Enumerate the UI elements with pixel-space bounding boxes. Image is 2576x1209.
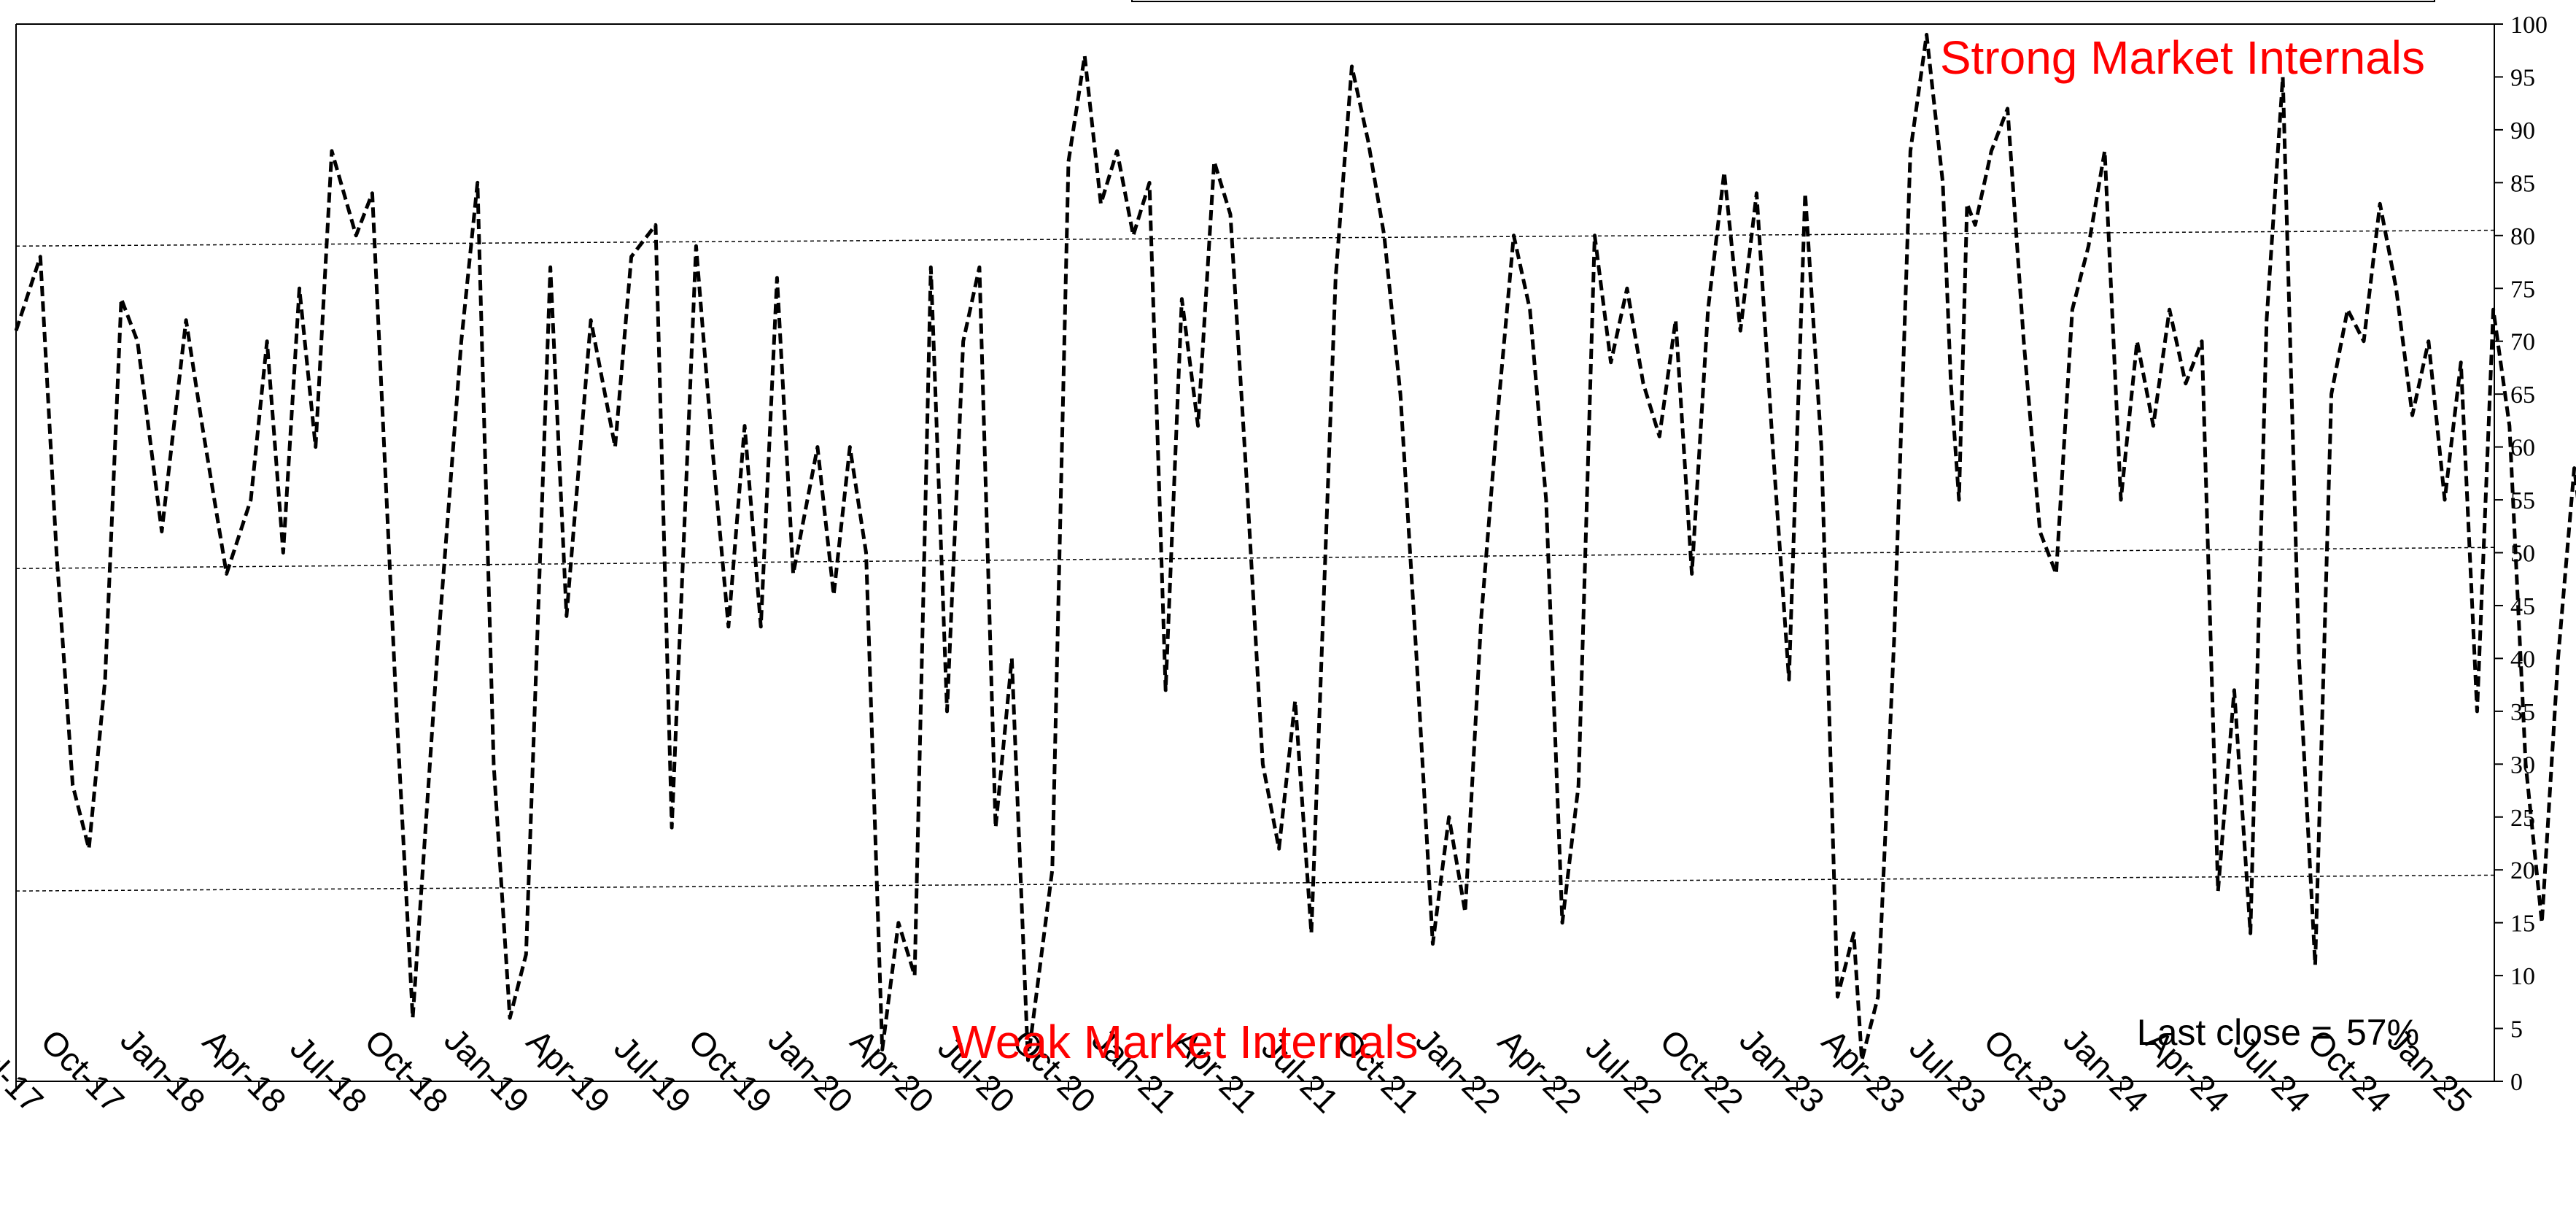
top-inset-box — [1131, 0, 2435, 2]
y-tick-label: 85 — [2510, 170, 2535, 197]
y-tick-label: 70 — [2510, 329, 2535, 356]
x-tick-label: Apr-22 — [1491, 1022, 1588, 1120]
y-tick-label: 0 — [2510, 1069, 2523, 1096]
x-tick-label: Apr-18 — [195, 1022, 293, 1120]
reference-line-upper — [15, 229, 2495, 247]
y-tick-label: 100 — [2510, 12, 2548, 39]
x-tick-label: Jan-19 — [437, 1021, 536, 1120]
y-tick-label: 90 — [2510, 117, 2535, 144]
y-tick-label: 30 — [2510, 752, 2535, 779]
y-tick-label: 45 — [2510, 593, 2535, 620]
x-tick-label: Oct-19 — [681, 1022, 779, 1120]
last-close-label: Last close = — [2137, 1012, 2332, 1053]
x-tick-label: Oct-17 — [34, 1022, 131, 1120]
x-tick-label: Jul-19 — [607, 1029, 698, 1120]
y-tick-label: 60 — [2510, 435, 2535, 462]
y-tick-label: 10 — [2510, 963, 2535, 990]
y-tick-label: 95 — [2510, 64, 2535, 91]
x-tick-label: Oct-23 — [1976, 1022, 2074, 1120]
x-tick-label: Apr-19 — [519, 1022, 617, 1120]
x-tick-label: Jul-22 — [1578, 1029, 1669, 1120]
y-tick-label: 65 — [2510, 382, 2535, 409]
x-tick-label: Jan-18 — [113, 1021, 212, 1120]
series-layer — [14, 33, 2576, 1062]
y-tick-label: 80 — [2510, 223, 2535, 250]
y-tick-label: 5 — [2510, 1016, 2523, 1043]
y-axis: 0510152025303540455055606570758085909510… — [2494, 12, 2548, 1096]
y-tick-label: 75 — [2510, 276, 2535, 303]
weak-internals-label: Weak Market Internals — [952, 1016, 1418, 1068]
x-tick-label: Oct-18 — [357, 1022, 455, 1120]
x-tick-label: Jul-18 — [283, 1029, 374, 1120]
x-tick-label: Apr-23 — [1815, 1022, 1912, 1120]
chart-frame — [15, 0, 2495, 1082]
series-line — [14, 33, 2576, 1062]
x-tick-label: Apr-20 — [843, 1022, 941, 1120]
x-tick-label: Jul-23 — [1902, 1029, 1993, 1120]
reference-line-lower — [15, 874, 2495, 892]
x-tick-label: Jan-22 — [1408, 1021, 1508, 1120]
x-tick-label: Jan-20 — [761, 1021, 860, 1120]
last-close-value: 57% — [2346, 1012, 2419, 1053]
x-tick-label: Oct-22 — [1653, 1022, 1750, 1120]
strong-internals-label: Strong Market Internals — [1940, 31, 2425, 84]
annotations: Strong Market Internals Weak Market Inte… — [952, 31, 2425, 1068]
x-tick-label: Jan-23 — [1732, 1021, 1831, 1120]
y-tick-label: 15 — [2510, 911, 2535, 938]
y-tick-label: 20 — [2510, 857, 2535, 884]
